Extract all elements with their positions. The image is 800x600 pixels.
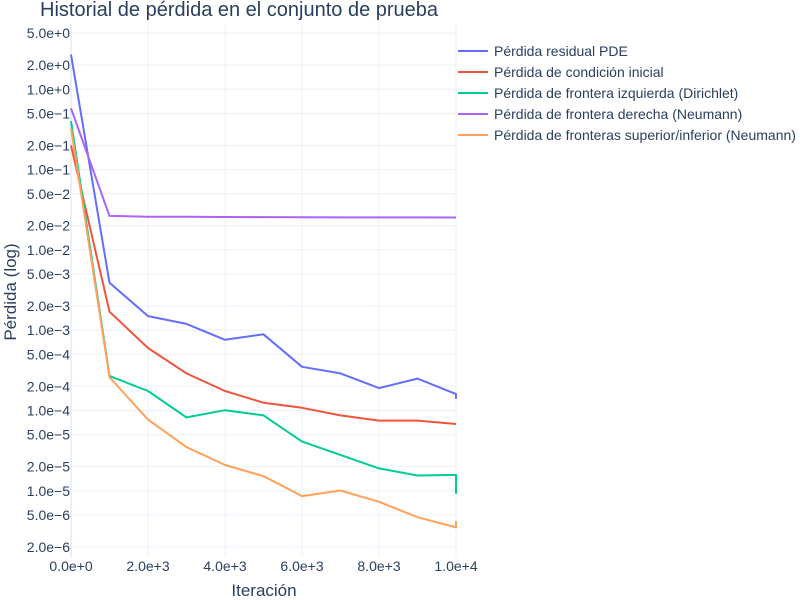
x-tick-label: 0.0e+0 — [49, 558, 92, 574]
x-tick-label: 4.0e+3 — [203, 558, 246, 574]
y-tick-label: 2.0e−3 — [27, 298, 70, 314]
legend-label: Pérdida de fronteras superior/inferior (… — [494, 127, 796, 143]
legend-label: Pérdida de condición inicial — [494, 64, 664, 80]
y-tick-label: 5.0e−3 — [27, 266, 70, 282]
series-line-1 — [70, 54, 457, 399]
y-tick-label: 1.0e−1 — [27, 162, 70, 178]
x-tick-label: 8.0e+3 — [357, 558, 400, 574]
legend-label: Pérdida de frontera derecha (Neumann) — [494, 106, 742, 122]
legend-label: Pérdida de frontera izquierda (Dirichlet… — [494, 85, 738, 101]
legend[interactable]: Pérdida residual PDE Pérdida de condición… — [458, 43, 796, 143]
x-axis-title: Iteración — [231, 581, 296, 600]
series-line-5 — [70, 127, 457, 529]
grid-layer — [70, 24, 457, 557]
legend-item-1[interactable]: Pérdida residual PDE — [458, 43, 628, 59]
chart-title: Historial de pérdida en el conjunto de p… — [40, 0, 439, 21]
legend-item-4[interactable]: Pérdida de frontera derecha (Neumann) — [458, 106, 742, 122]
series-line-2 — [70, 145, 457, 425]
y-tick-label: 1.0e+0 — [27, 81, 70, 97]
y-tick-labels: 5.0e+0 2.0e+0 1.0e+0 5.0e−1 2.0e−1 1.0e−1 5.0e… — [27, 25, 70, 555]
y-tick-label: 1.0e−4 — [27, 403, 70, 419]
y-tick-label: 5.0e+0 — [27, 25, 70, 41]
y-tick-label: 2.0e−2 — [27, 218, 70, 234]
y-tick-label: 5.0e−5 — [27, 427, 70, 443]
x-tick-labels: 0.0e+0 2.0e+3 4.0e+3 6.0e+3 8.0e+3 1.0e+4 — [49, 558, 477, 574]
x-tick-label: 2.0e+3 — [126, 558, 169, 574]
y-axis-title: Pérdida (log) — [1, 243, 20, 340]
y-tick-label: 5.0e−6 — [27, 507, 70, 523]
x-tick-label: 1.0e+4 — [434, 558, 477, 574]
y-tick-label: 1.0e−5 — [27, 483, 70, 499]
y-tick-label: 5.0e−1 — [27, 105, 70, 121]
series-line-3 — [70, 121, 457, 494]
y-tick-label: 2.0e−4 — [27, 378, 70, 394]
legend-item-2[interactable]: Pérdida de condición inicial — [458, 64, 664, 80]
legend-item-5[interactable]: Pérdida de fronteras superior/inferior (… — [458, 127, 796, 143]
legend-label: Pérdida residual PDE — [494, 43, 628, 59]
x-tick-label: 6.0e+3 — [280, 558, 323, 574]
y-tick-label: 5.0e−4 — [27, 346, 70, 362]
y-tick-label: 2.0e+0 — [27, 57, 70, 73]
y-tick-label: 1.0e−3 — [27, 322, 70, 338]
y-tick-label: 2.0e−5 — [27, 459, 70, 475]
legend-item-3[interactable]: Pérdida de frontera izquierda (Dirichlet… — [458, 85, 738, 101]
y-tick-label: 2.0e−1 — [27, 137, 70, 153]
y-tick-label: 5.0e−2 — [27, 186, 70, 202]
series-line-4 — [70, 107, 457, 219]
y-tick-label: 2.0e−6 — [27, 539, 70, 555]
y-tick-label: 1.0e−2 — [27, 242, 70, 258]
series-layer — [70, 54, 457, 529]
